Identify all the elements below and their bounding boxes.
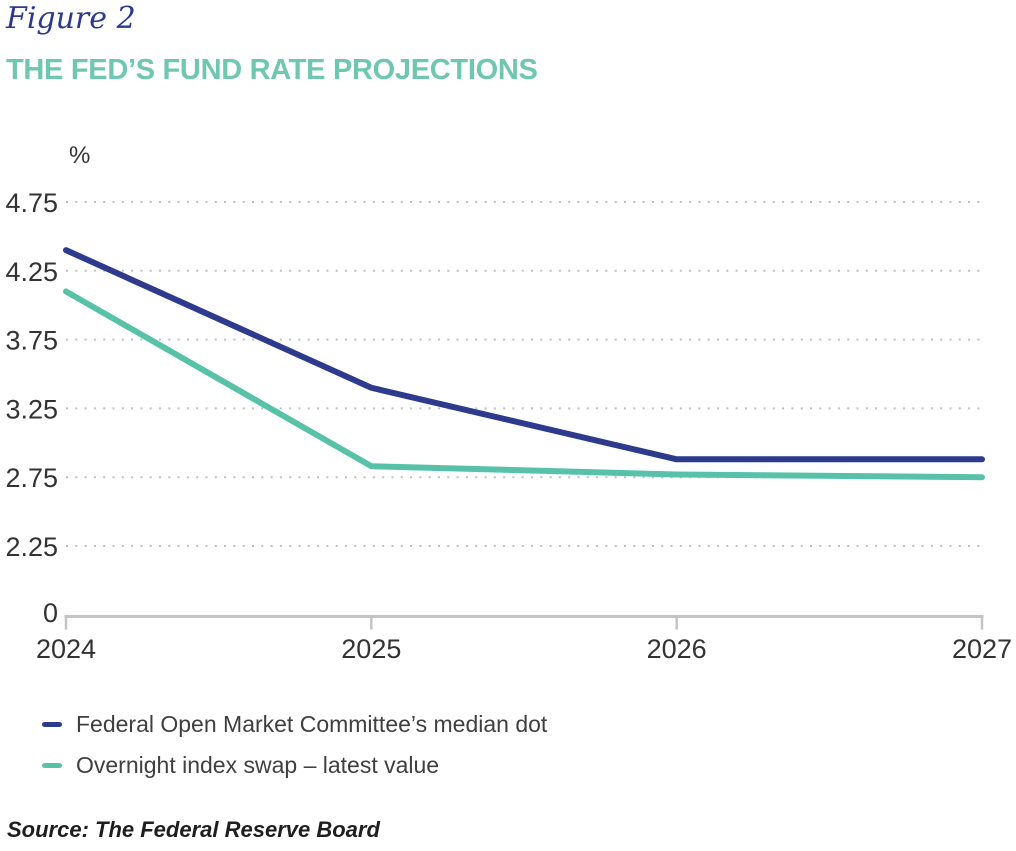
y-axis-tick-label: 4.25 [5, 257, 58, 287]
x-axis-tick-label: 2027 [952, 634, 1012, 664]
y-axis-tick-label: 2.25 [5, 532, 58, 562]
x-axis-tick-label: 2025 [341, 634, 401, 664]
series-line-1 [63, 288, 985, 481]
fomc-series-swatch-icon [42, 722, 62, 727]
x-axis-tick-label: 2026 [647, 634, 707, 664]
series-line-0 [63, 247, 985, 463]
legend-item-ois: Overnight index swap – latest value [42, 745, 547, 786]
legend-item-fomc: Federal Open Market Committee’s median d… [42, 704, 547, 745]
source-note: Source: The Federal Reserve Board [7, 817, 380, 842]
y-axis-tick-label: 3.25 [5, 394, 58, 424]
legend-label-ois: Overnight index swap – latest value [76, 752, 440, 778]
y-axis-zero-label: 0 [43, 598, 58, 628]
chart-title: THE FED’S FUND RATE PROJECTIONS [6, 54, 538, 86]
legend: Federal Open Market Committee’s median d… [42, 704, 547, 786]
y-axis-tick-label: 2.75 [5, 463, 58, 493]
line-chart-canvas: 4.75 4.25 3.75 3.25 2.75 2.25 0 2024 2025 2026 202… [5, 188, 1012, 664]
figure-label: Figure 2 [6, 1, 136, 36]
y-axis-unit-label: % [69, 142, 91, 169]
x-axis-tick-label: 2024 [36, 634, 96, 664]
y-axis-tick-label: 3.75 [5, 326, 58, 356]
legend-label-fomc: Federal Open Market Committee’s median d… [76, 711, 548, 737]
y-axis-tick-label: 4.75 [5, 188, 58, 218]
ois-series-swatch-icon [42, 763, 62, 768]
